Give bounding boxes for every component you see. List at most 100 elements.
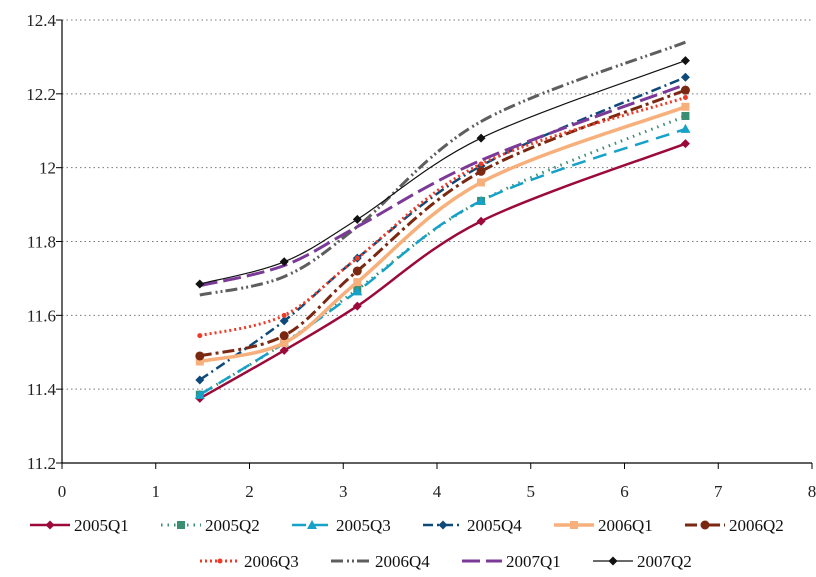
legend-marker-2005q2: [177, 521, 185, 529]
series-2006q3: [197, 95, 688, 339]
data-point-2006q2: [195, 351, 205, 361]
series-line-2005q3: [199, 127, 686, 396]
legend-label-2005q4: 2005Q4: [467, 516, 522, 535]
y-tick-label: 12: [39, 159, 56, 178]
legend-label-2005q2: 2005Q2: [205, 516, 260, 535]
data-point-2006q1: [195, 357, 204, 366]
legend-label-2007q1: 2007Q1: [506, 552, 561, 571]
series-layer: [194, 40, 691, 403]
data-point-2005q1: [352, 301, 362, 311]
legend-label-2006q1: 2006Q1: [598, 516, 653, 535]
series-2006q1: [195, 102, 690, 366]
legend-marker-2006q2: [700, 520, 710, 530]
legend-marker-2006q1: [570, 521, 578, 529]
x-tick-label: 5: [527, 482, 536, 501]
legend-label-2006q2: 2006Q2: [729, 516, 784, 535]
x-tick-label: 3: [339, 482, 348, 501]
data-point-2007q2: [476, 133, 486, 143]
data-point-2005q1: [680, 139, 690, 149]
legend: 2005Q1 2005Q2 2005Q3 2005Q4 2006Q1 2006Q2 2006…: [30, 516, 784, 571]
data-point-2005q4: [680, 72, 690, 82]
series-line-2006q3: [199, 96, 686, 338]
data-point-2006q3: [478, 161, 484, 167]
legend-item-2006q3: 2006Q3: [200, 552, 299, 571]
data-point-2005q1: [476, 216, 486, 226]
x-tick-label: 8: [808, 482, 816, 501]
series-2006q2: [195, 85, 690, 361]
x-tick-label: 2: [245, 482, 254, 501]
legend-item-2005q1: 2005Q1: [30, 516, 129, 535]
x-tick-label: 1: [152, 482, 161, 501]
data-point-2006q1: [280, 339, 289, 348]
series-2005q3: [194, 123, 691, 399]
data-point-2006q2: [279, 331, 289, 341]
y-tick-label: 12.4: [26, 11, 56, 30]
legend-item-2006q1: 2006Q1: [554, 516, 653, 535]
series-line-2005q2: [199, 114, 686, 396]
legend-item-2006q4: 2006Q4: [331, 552, 430, 571]
x-tick-label: 4: [433, 482, 442, 501]
data-point-2005q1: [279, 345, 289, 355]
data-point-2006q3: [682, 95, 688, 101]
legend-label-2005q3: 2005Q3: [336, 516, 391, 535]
data-point-2006q3: [197, 333, 203, 339]
data-point-2006q3: [354, 255, 360, 261]
y-tick-label: 12.2: [26, 85, 56, 104]
legend-marker-2006q3: [217, 558, 223, 564]
data-point-2007q2: [352, 214, 362, 224]
series-line-2006q1: [199, 105, 687, 364]
legend-item-2005q2: 2005Q2: [161, 516, 260, 535]
y-tick-label: 11.8: [27, 233, 56, 252]
data-point-2005q4: [195, 375, 205, 385]
series-line-2005q1: [199, 142, 686, 400]
x-tick-label: 0: [58, 482, 67, 501]
data-point-2007q2: [195, 279, 205, 289]
data-point-2006q2: [476, 166, 486, 176]
series-line-2005q4: [199, 76, 686, 381]
y-tick-label: 11.6: [27, 306, 56, 325]
series-line-2006q2: [199, 88, 686, 358]
series-2006q4: [199, 40, 686, 297]
data-point-2006q1: [477, 178, 486, 187]
data-point-2005q3: [194, 389, 205, 399]
legend-marker-2005q4: [438, 520, 448, 530]
data-point-2006q1: [681, 102, 690, 111]
data-point-2005q3: [680, 123, 691, 133]
legend-label-2006q3: 2006Q3: [244, 552, 299, 571]
data-point-2006q2: [352, 266, 362, 276]
series-line-2006q4: [199, 40, 686, 297]
legend-label-2005q1: 2005Q1: [74, 516, 129, 535]
series-2007q1: [199, 83, 686, 288]
legend-label-2006q4: 2006Q4: [375, 552, 430, 571]
data-point-2006q1: [353, 278, 362, 287]
data-point-2006q2: [680, 85, 690, 95]
gridlines: [62, 19, 812, 390]
series-line-2007q2: [199, 60, 686, 285]
legend-marker-2005q3: [307, 520, 317, 529]
series-2007q2: [195, 56, 690, 289]
data-point-2005q3: [352, 286, 363, 296]
legend-marker-2005q1: [45, 520, 55, 530]
data-point-2007q2: [279, 257, 289, 267]
legend-label-2007q2: 2007Q2: [637, 552, 692, 571]
legend-item-2007q2: 2007Q2: [593, 552, 692, 571]
series-2005q2: [195, 111, 690, 399]
x-tick-label: 6: [620, 482, 629, 501]
legend-item-2007q1: 2007Q1: [462, 552, 561, 571]
legend-item-2006q2: 2006Q2: [685, 516, 784, 535]
data-point-2006q3: [281, 312, 287, 318]
data-point-2007q2: [680, 56, 690, 66]
series-2005q4: [195, 72, 690, 385]
y-tick-label: 11.2: [27, 454, 56, 473]
x-tick-label: 7: [714, 482, 723, 501]
data-point-2005q2: [681, 111, 690, 120]
legend-marker-2007q2: [608, 556, 618, 566]
y-tick-label: 11.4: [27, 380, 57, 399]
data-point-2005q3: [476, 195, 487, 205]
data-point-2005q4: [279, 316, 289, 326]
legend-item-2005q4: 2005Q4: [423, 516, 522, 535]
legend-item-2005q3: 2005Q3: [292, 516, 391, 535]
series-line-2007q1: [199, 83, 686, 288]
